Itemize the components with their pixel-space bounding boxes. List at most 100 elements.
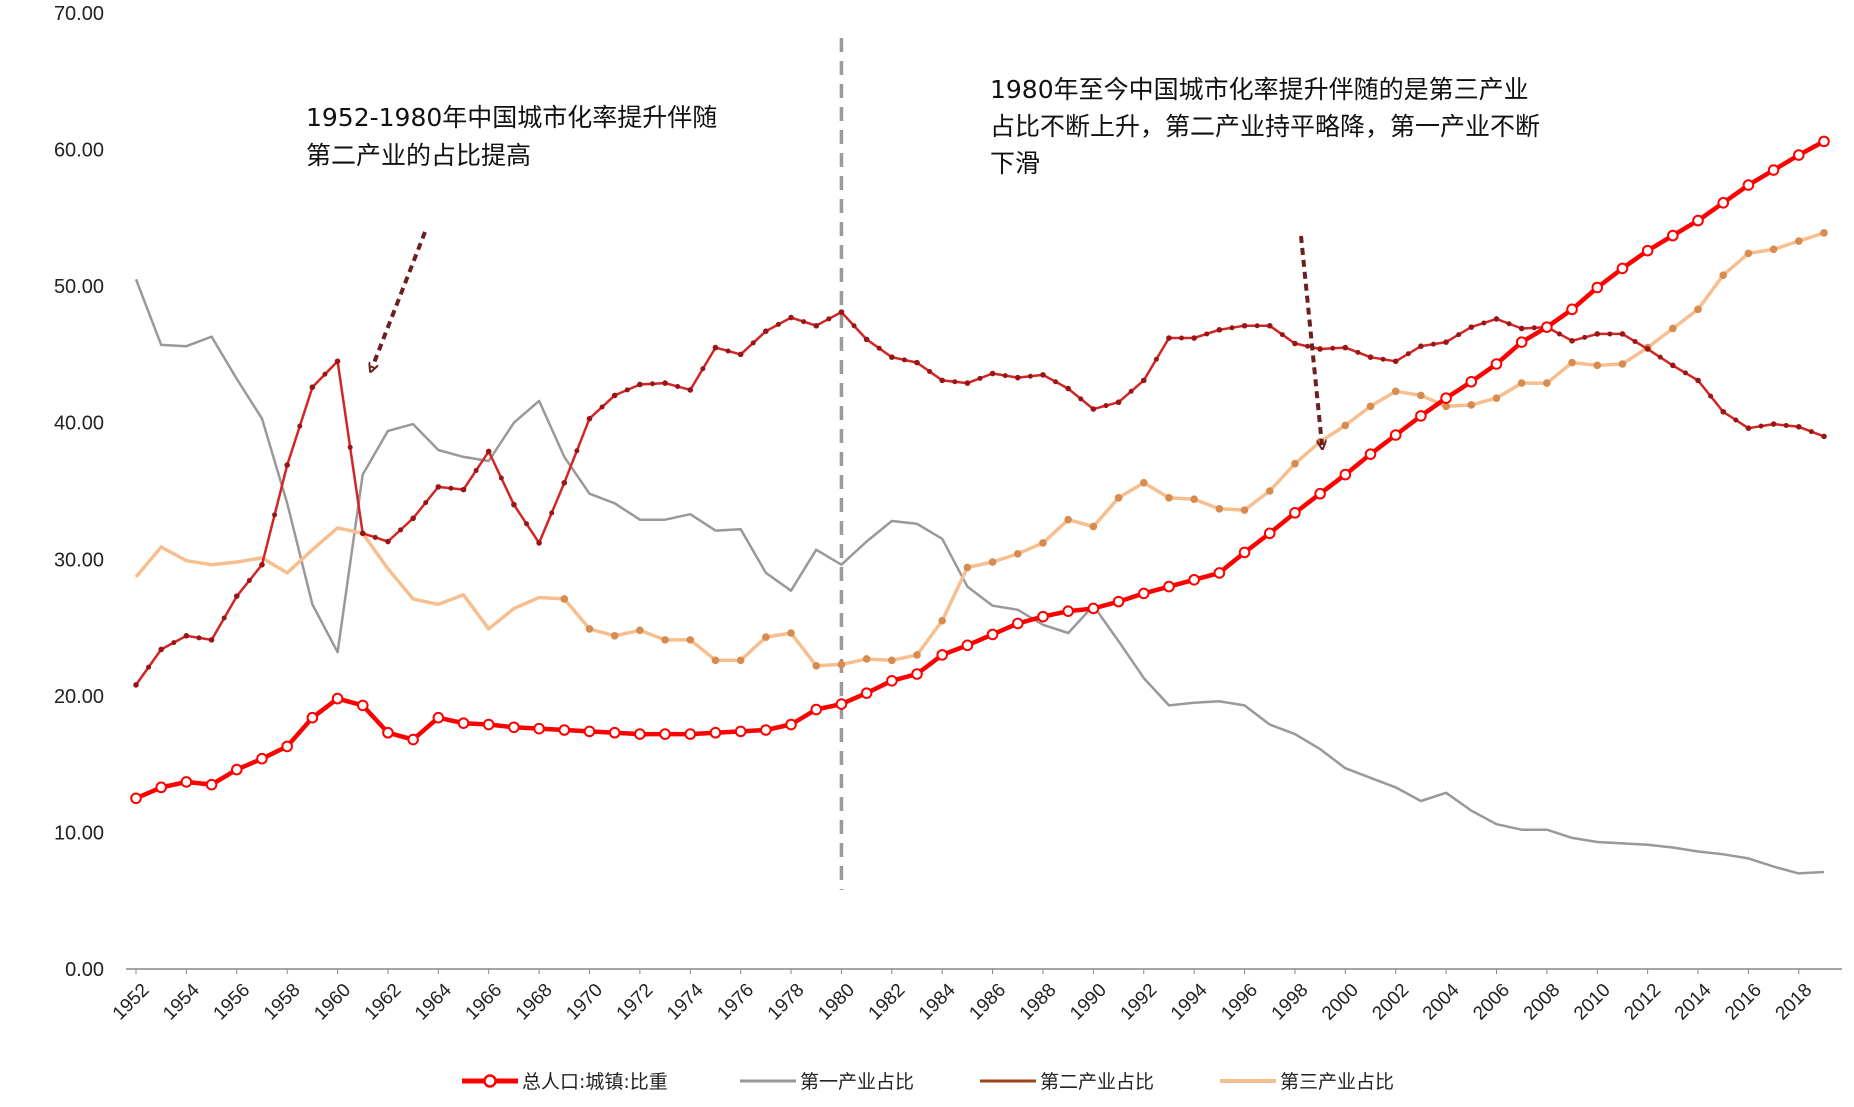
tertiary-industry-point: [963, 563, 972, 572]
tertiary-industry-point: [1442, 402, 1450, 411]
y-tick-label: 50.00: [54, 276, 104, 298]
x-tick-label: 2014: [1671, 979, 1716, 1024]
secondary-industry-point: [1456, 332, 1462, 338]
urbanization-point: [1011, 617, 1024, 630]
secondary-industry-point: [1644, 346, 1651, 352]
secondary-industry-point: [1632, 338, 1638, 344]
x-tick-label: 2002: [1368, 980, 1413, 1025]
secondary-industry-point: [1808, 429, 1814, 435]
x-tick-label: 1970: [562, 980, 607, 1025]
secondary-industry-point: [1531, 325, 1537, 331]
legend-item-secondary-industry[interactable]: 第二产业占比: [980, 1071, 1154, 1093]
x-tick-label: 2010: [1570, 980, 1615, 1025]
x-tick-label: 1990: [1066, 980, 1111, 1025]
tertiary-industry-point: [1291, 459, 1299, 468]
urbanization-point: [1515, 336, 1528, 348]
secondary-industry-point: [1241, 322, 1248, 329]
legend-item-tertiary-industry[interactable]: 第三产业占比: [1220, 1071, 1394, 1093]
x-tick-label: 1972: [613, 980, 658, 1025]
tertiary-industry-point: [1139, 479, 1148, 487]
y-tick-label: 10.00: [54, 822, 104, 844]
tertiary-industry-point: [938, 616, 947, 625]
secondary-industry-point: [1796, 424, 1802, 430]
urbanization-point: [886, 675, 898, 687]
series-line-urbanization: [135, 139, 1826, 801]
secondary-industry-point: [964, 380, 971, 386]
urbanization-point: [911, 668, 923, 680]
tertiary-industry-point: [585, 625, 594, 633]
urbanization-point: [659, 728, 671, 740]
secondary-industry-point: [372, 534, 378, 540]
legend-marker-urbanization: [483, 1074, 497, 1088]
urbanization-point: [230, 763, 243, 776]
secondary-industry-point: [1745, 425, 1752, 431]
secondary-industry-point: [939, 377, 946, 384]
x-tick-label: 1996: [1217, 980, 1262, 1025]
urbanization-point: [1364, 448, 1377, 460]
urbanization-point: [961, 639, 974, 652]
secondary-industry-point: [322, 371, 328, 377]
secondary-industry-point: [687, 387, 694, 393]
secondary-industry-point: [561, 480, 568, 486]
tertiary-industry-point: [1669, 324, 1677, 333]
secondary-industry-point: [448, 485, 454, 491]
urbanization-point: [1566, 303, 1578, 316]
annotation-2-line-3: 下滑: [990, 149, 1040, 178]
x-tick-label: 1992: [1117, 980, 1162, 1025]
urbanization-point: [1818, 135, 1830, 148]
urbanization-point: [1037, 610, 1049, 623]
urbanization-point: [810, 703, 823, 716]
x-tick-label: 2008: [1520, 980, 1565, 1025]
urbanization-point: [1087, 602, 1100, 615]
secondary-industry-point: [473, 468, 479, 474]
urbanization-point: [1112, 595, 1125, 608]
secondary-industry-point: [1128, 388, 1134, 394]
annotation-1-line-2: 第二产业的占比提高: [306, 141, 531, 170]
secondary-industry-point: [989, 370, 996, 377]
secondary-industry-point: [233, 593, 240, 599]
secondary-industry-point: [927, 369, 933, 374]
secondary-industry-point: [1582, 334, 1588, 340]
tertiary-industry-point: [812, 662, 821, 670]
series-layer: [130, 135, 1830, 875]
secondary-industry-point: [259, 561, 265, 568]
secondary-industry-point: [398, 527, 404, 533]
secondary-industry-point: [1166, 335, 1172, 341]
tertiary-industry-point: [661, 636, 669, 644]
secondary-industry-point: [801, 319, 807, 325]
urbanization-point: [835, 698, 848, 710]
secondary-industry-point: [1355, 349, 1361, 355]
urbanization-point: [1767, 164, 1780, 176]
x-tick-label: 1960: [310, 980, 355, 1025]
secondary-industry-point: [1014, 374, 1021, 381]
secondary-industry-point: [977, 375, 983, 381]
y-tick-label: 40.00: [54, 413, 104, 435]
secondary-industry-point: [1292, 340, 1298, 347]
legend: 总人口:城镇:比重 第一产业占比 第二产业占比 第三产业占比: [462, 1071, 1394, 1093]
urbanization-point: [1137, 587, 1150, 600]
secondary-industry-point: [1443, 339, 1449, 345]
x-tick-label: 1974: [663, 979, 708, 1024]
x-tick-label: 1958: [260, 980, 305, 1025]
legend-item-primary-industry[interactable]: 第一产业占比: [740, 1071, 914, 1093]
secondary-industry-point: [549, 510, 555, 516]
y-tick-label: 20.00: [54, 686, 104, 708]
urbanization-point: [407, 733, 419, 746]
secondary-industry-point: [410, 515, 416, 522]
secondary-industry-point: [1783, 422, 1789, 428]
urbanization-point: [583, 725, 596, 738]
legend-item-urbanization[interactable]: 总人口:城镇:比重: [462, 1071, 668, 1093]
urbanization-point: [205, 778, 218, 791]
secondary-industry-point: [385, 538, 391, 545]
secondary-industry-point: [599, 404, 605, 410]
urbanization-point: [1692, 214, 1704, 227]
secondary-industry-point: [788, 314, 794, 321]
secondary-industry-point: [1392, 358, 1399, 365]
urbanization-point: [382, 726, 394, 739]
secondary-industry-point: [1179, 335, 1185, 341]
urbanization-point: [1465, 375, 1478, 388]
secondary-industry-point: [1103, 403, 1109, 409]
x-tick-label: 1966: [462, 980, 507, 1025]
x-tick-label: 1980: [814, 980, 859, 1025]
secondary-industry-point: [1708, 393, 1714, 399]
